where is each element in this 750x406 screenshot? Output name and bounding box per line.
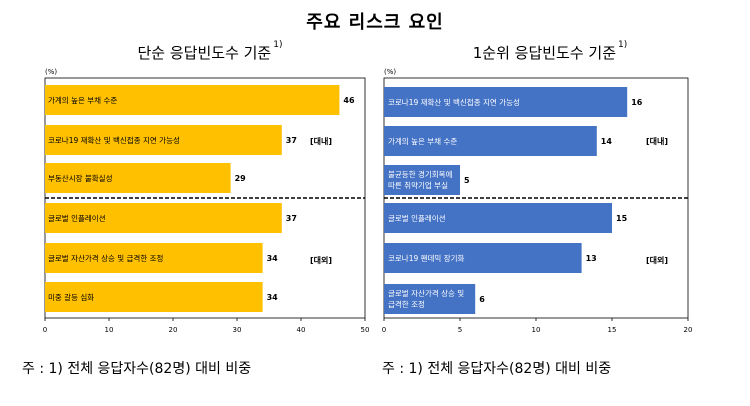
- left-bar-value-label: 29: [235, 174, 247, 183]
- right-bar-value-label: 13: [586, 254, 597, 263]
- right-bar: [384, 126, 597, 156]
- right-bar-category-label: 따른 취약기업 부실: [388, 180, 448, 190]
- right-bar: [384, 203, 612, 233]
- left-panel-title-text: 단순 응답빈도수 기준: [137, 44, 272, 62]
- right-bar-category-label: 가계의 높은 부채 수준: [388, 136, 457, 146]
- right-bar-value-label: 5: [464, 176, 470, 185]
- left-x-tick-label: 20: [169, 326, 178, 334]
- right-x-tick-label: 15: [608, 326, 617, 334]
- right-bar-category-label: 글로벌 자산가격 상승 및: [388, 288, 464, 298]
- left-bar-category-label: 코로나19 재확산 및 백신접종 지연 가능성: [48, 135, 180, 145]
- left-bar: [45, 243, 263, 273]
- right-bar-value-label: 14: [601, 137, 613, 146]
- left-bar: [45, 85, 340, 115]
- right-x-tick-label: 0: [382, 326, 386, 334]
- right-x-tick-label: 20: [684, 326, 693, 334]
- left-x-tick-label: 30: [233, 326, 242, 334]
- right-panel-title-text: 1순위 응답빈도수 기준: [472, 44, 617, 62]
- right-bar-category-label: 급격한 조정: [388, 299, 425, 309]
- right-footnote: 주 : 1) 전체 응답자수(82명) 대비 비중: [382, 361, 612, 377]
- right-bar-category-label: 불균등한 경기회복에: [388, 169, 453, 179]
- left-bar: [45, 282, 263, 312]
- right-group-label: [대외]: [646, 255, 668, 265]
- right-y-unit-label: (%): [384, 68, 396, 76]
- left-bar: [45, 125, 282, 155]
- left-footnote: 주 : 1) 전체 응답자수(82명) 대비 비중: [22, 361, 252, 377]
- left-group-label: [대내]: [310, 136, 332, 146]
- right-x-tick-label: 10: [532, 326, 541, 334]
- left-bar-value-label: 34: [267, 254, 279, 263]
- right-panel-title-footnote-mark: 1): [618, 40, 628, 50]
- left-bar-category-label: 글로벌 인플레이션: [48, 213, 106, 223]
- left-bar-category-label: 글로벌 자산가격 상승 및 급격한 조정: [48, 253, 163, 263]
- right-bar-value-label: 6: [479, 295, 485, 304]
- right-bar-category-label: 코로나19 팬데믹 장기화: [388, 253, 465, 263]
- left-bar: [45, 163, 231, 193]
- right-bar: [384, 87, 628, 117]
- left-bar-value-label: 34: [267, 293, 279, 302]
- left-bar-category-label: 가계의 높은 부채 수준: [48, 95, 117, 105]
- right-x-tick-label: 5: [458, 326, 462, 334]
- left-x-tick-label: 0: [43, 326, 47, 334]
- left-bar-value-label: 37: [286, 136, 297, 145]
- right-bar-value-label: 15: [616, 214, 628, 223]
- right-bar: [384, 243, 582, 273]
- right-bar-value-label: 16: [631, 98, 643, 107]
- left-panel-title-footnote-mark: 1): [273, 40, 283, 50]
- left-panel-title: 단순 응답빈도수 기준 1): [80, 40, 340, 63]
- right-bar-category-label: 글로벌 인플레이션: [388, 213, 446, 223]
- right-bar: [384, 165, 460, 195]
- left-x-tick-label: 40: [297, 326, 306, 334]
- left-bar-category-label: 미중 갈등 심화: [48, 292, 94, 302]
- left-bar-category-label: 부동산시장 불확실성: [48, 173, 112, 183]
- right-group-label: [대내]: [646, 136, 668, 146]
- right-bar-category-label: 코로나19 재확산 및 백신접종 지연 가능성: [388, 97, 520, 107]
- left-x-tick-label: 50: [361, 326, 370, 334]
- left-group-label: [대외]: [310, 255, 332, 265]
- left-bar: [45, 203, 282, 233]
- left-bar-value-label: 46: [343, 96, 355, 105]
- page-title: 주요 리스크 요인: [306, 12, 444, 33]
- left-x-tick-label: 10: [105, 326, 114, 334]
- right-panel-title: 1순위 응답빈도수 기준 1): [420, 40, 680, 63]
- right-bar: [384, 284, 476, 314]
- left-y-unit-label: (%): [45, 68, 57, 76]
- left-bar-value-label: 37: [286, 214, 297, 223]
